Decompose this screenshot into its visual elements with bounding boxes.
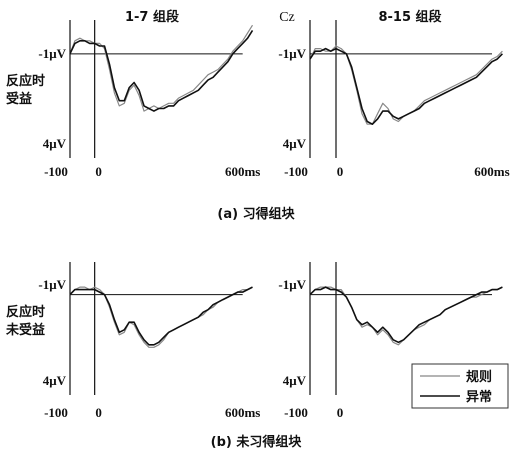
panel-b-1-7: -1μV 4μV -100 0 600ms bbox=[38, 262, 260, 420]
column-header-2: 8-15 组段 bbox=[378, 9, 441, 25]
legend: 规则 异常 bbox=[411, 363, 509, 409]
row-label-a-line1: 反应时 bbox=[6, 73, 45, 89]
x-tick-label: 0 bbox=[95, 405, 102, 420]
y-label-top: -1μV bbox=[278, 46, 306, 61]
row-label-b-line2: 未受益 bbox=[5, 322, 45, 338]
y-label-bottom: 4μV bbox=[283, 373, 307, 388]
legend-label-regular: 规则 bbox=[466, 369, 492, 385]
x-tick-label: 600ms bbox=[225, 164, 260, 179]
legend-box bbox=[411, 363, 509, 409]
panel-b-8-15: -1μV 4μV -100 0 bbox=[278, 262, 503, 420]
y-label-bottom: 4μV bbox=[43, 136, 67, 151]
x-tick-label: 600ms bbox=[225, 405, 260, 420]
series-line-abnormal bbox=[309, 47, 503, 125]
x-tick-label: 0 bbox=[337, 164, 344, 179]
y-label-top: -1μV bbox=[38, 277, 66, 292]
y-label-top: -1μV bbox=[38, 46, 66, 61]
y-label-bottom: 4μV bbox=[43, 373, 67, 388]
column-header-1: 1-7 组段 bbox=[125, 9, 179, 25]
series-line-abnormal bbox=[69, 29, 254, 112]
caption-b: (b) 未习得组块 bbox=[211, 434, 303, 450]
x-tick-label: 0 bbox=[95, 164, 102, 179]
x-tick-label: -100 bbox=[44, 405, 68, 420]
x-tick-label: 0 bbox=[337, 405, 344, 420]
x-tick-label: -100 bbox=[284, 405, 308, 420]
row-label-b-line1: 反应时 bbox=[6, 304, 45, 320]
legend-label-abnormal: 异常 bbox=[466, 389, 492, 405]
row-label-a-line2: 受益 bbox=[6, 91, 32, 107]
series-line-regular bbox=[69, 286, 253, 348]
series-line-regular bbox=[309, 45, 503, 125]
y-label-bottom: 4μV bbox=[283, 136, 307, 151]
panel-a-1-7: -1μV 4μV -100 0 600ms bbox=[38, 20, 260, 179]
x-tick-label: -100 bbox=[44, 164, 68, 179]
panel-a-8-15: -1μV 4μV -100 0 600ms bbox=[278, 20, 510, 179]
x-tick-label: 600ms bbox=[474, 164, 509, 179]
series-line-abnormal bbox=[69, 286, 253, 346]
x-tick-label: -100 bbox=[284, 164, 308, 179]
caption-a: (a) 习得组块 bbox=[217, 206, 295, 222]
y-label-top: -1μV bbox=[278, 277, 306, 292]
series-line-regular bbox=[69, 24, 254, 112]
series-line-abnormal bbox=[309, 286, 503, 344]
channel-label: Cz bbox=[279, 10, 295, 25]
